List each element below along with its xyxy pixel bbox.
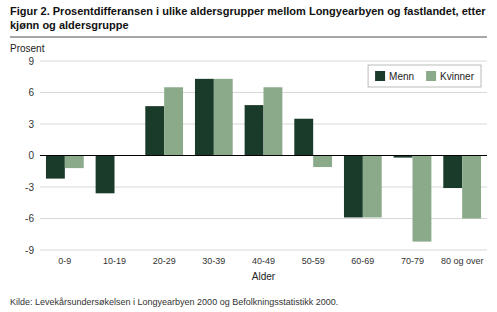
x-tick-label: 0-9 — [58, 256, 71, 266]
x-tick-label: 60-69 — [351, 256, 374, 266]
bar — [145, 106, 164, 155]
title-rule — [10, 37, 487, 38]
chart-container: Figur 2. Prosentdifferansen i ulike alde… — [0, 0, 497, 312]
bar — [264, 87, 283, 155]
legend-label: Kvinner — [440, 71, 475, 82]
legend-swatch — [426, 71, 436, 81]
bar — [363, 156, 382, 218]
x-tick-label: 30-39 — [202, 256, 225, 266]
bars — [46, 79, 481, 242]
bar — [164, 87, 183, 155]
legend-frame — [368, 65, 481, 87]
grid-line — [40, 155, 487, 156]
title: Figur 2. Prosentdifferansen i ulike alde… — [10, 5, 486, 31]
zero-line — [40, 155, 487, 156]
bar — [462, 156, 481, 219]
bar — [195, 79, 214, 156]
legend-swatch — [375, 71, 385, 81]
x-tick-label: 80 og over — [441, 256, 484, 266]
y-tick-label: -3 — [25, 182, 34, 193]
x-tick-label: 20-29 — [153, 256, 176, 266]
bar — [443, 156, 462, 189]
chart: Figur 2. Prosentdifferansen i ulike alde… — [0, 0, 497, 312]
legend-label: Menn — [389, 71, 414, 82]
bar — [96, 156, 115, 194]
bar — [313, 156, 332, 168]
bar — [294, 119, 313, 156]
bar — [245, 105, 264, 155]
x-tick-label: 70-79 — [401, 256, 424, 266]
grid-line — [40, 250, 487, 251]
y-tick-label: 3 — [28, 119, 34, 130]
y-tick-label: -9 — [25, 245, 34, 256]
y-tick-label: 6 — [28, 87, 34, 98]
legend: Menn Kvinner — [368, 65, 481, 87]
y-axis-label: Prosent — [10, 43, 45, 54]
y-tick-label: 0 — [28, 150, 34, 161]
bar — [46, 156, 65, 179]
bar — [344, 156, 363, 218]
x-tick-label: 40-49 — [252, 256, 275, 266]
x-tick-label: 10-19 — [103, 256, 126, 266]
x-axis-label: Alder — [252, 271, 276, 282]
bar — [214, 79, 233, 156]
x-tick-label: 50-59 — [302, 256, 325, 266]
y-tick-label: -6 — [25, 213, 34, 224]
y-tick-label: 9 — [28, 56, 34, 67]
bar — [413, 156, 432, 242]
source-note: Kilde: Levekårsundersøkelsen i Longyearb… — [10, 297, 338, 307]
y-grid — [40, 61, 487, 250]
grid-line — [40, 61, 487, 62]
title-line: kjønn og aldersgruppe — [10, 19, 129, 31]
title-line: Figur 2. Prosentdifferansen i ulike alde… — [10, 5, 486, 17]
bar — [65, 156, 84, 169]
